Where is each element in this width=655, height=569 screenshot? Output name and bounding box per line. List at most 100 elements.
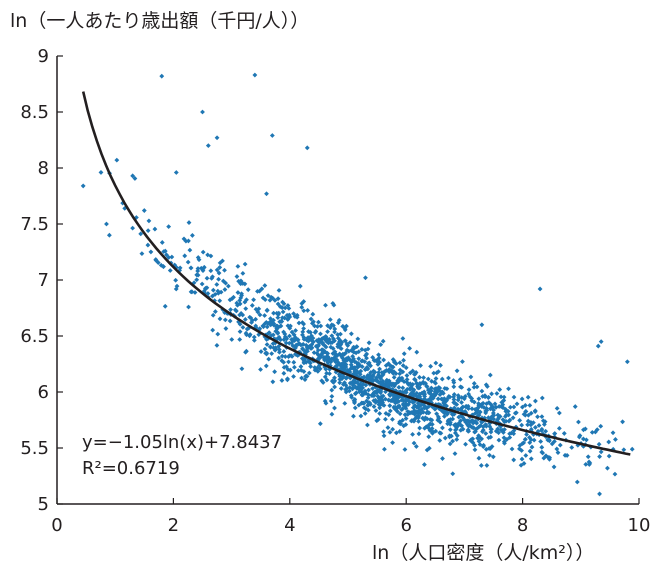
data-point bbox=[304, 145, 310, 151]
data-point bbox=[433, 386, 439, 391]
data-point bbox=[338, 331, 343, 337]
data-point bbox=[463, 441, 468, 447]
data-point bbox=[239, 293, 244, 298]
data-point bbox=[424, 447, 430, 453]
data-point bbox=[400, 385, 406, 391]
data-point bbox=[496, 437, 502, 443]
data-point bbox=[383, 363, 389, 368]
data-point bbox=[585, 454, 591, 460]
data-point bbox=[442, 435, 448, 441]
data-point bbox=[210, 287, 216, 293]
data-point bbox=[240, 270, 246, 276]
data-point bbox=[173, 277, 179, 283]
data-point bbox=[343, 350, 348, 356]
data-point bbox=[378, 342, 384, 348]
data-point bbox=[451, 384, 457, 390]
data-point bbox=[562, 452, 568, 458]
data-point bbox=[281, 370, 287, 376]
data-point bbox=[527, 440, 533, 446]
data-point bbox=[462, 394, 468, 399]
y-tick-label: 6 bbox=[38, 382, 49, 403]
data-point bbox=[583, 461, 589, 467]
data-point bbox=[549, 441, 555, 447]
data-point bbox=[475, 435, 481, 441]
data-point bbox=[262, 283, 268, 288]
data-point bbox=[597, 454, 602, 459]
data-point bbox=[450, 471, 456, 477]
data-point bbox=[380, 378, 386, 384]
data-point bbox=[307, 360, 313, 366]
data-point bbox=[412, 371, 417, 377]
data-point bbox=[252, 72, 258, 78]
data-point bbox=[308, 364, 314, 369]
data-point bbox=[264, 308, 270, 313]
data-point bbox=[372, 369, 378, 375]
data-point bbox=[525, 422, 531, 428]
data-point bbox=[572, 404, 578, 409]
data-point bbox=[415, 415, 421, 421]
data-point bbox=[422, 425, 428, 431]
data-point bbox=[146, 218, 152, 224]
data-point bbox=[410, 431, 415, 437]
data-point bbox=[561, 431, 567, 436]
data-point bbox=[459, 423, 465, 429]
data-point bbox=[495, 416, 501, 422]
data-point bbox=[383, 416, 388, 422]
data-point bbox=[222, 287, 228, 292]
data-point bbox=[114, 157, 120, 163]
data-point bbox=[555, 450, 561, 455]
data-point bbox=[422, 462, 427, 467]
data-point bbox=[263, 350, 269, 356]
data-point bbox=[217, 298, 223, 304]
data-point bbox=[257, 326, 263, 332]
y-tick-label: 5 bbox=[38, 494, 49, 515]
data-point bbox=[479, 322, 485, 328]
data-point bbox=[460, 359, 465, 365]
axes bbox=[56, 55, 640, 505]
data-point bbox=[234, 274, 240, 279]
data-point bbox=[338, 386, 344, 391]
data-point bbox=[454, 368, 460, 374]
data-point bbox=[282, 331, 288, 337]
data-point bbox=[145, 228, 151, 234]
data-point bbox=[272, 369, 278, 375]
data-point bbox=[554, 405, 560, 411]
data-point bbox=[272, 347, 278, 353]
data-point bbox=[620, 419, 625, 425]
data-point bbox=[447, 427, 453, 433]
data-point bbox=[537, 286, 543, 292]
data-point bbox=[355, 364, 361, 370]
data-point bbox=[216, 276, 221, 282]
data-point bbox=[479, 404, 485, 409]
x-tick-label: 0 bbox=[51, 515, 62, 536]
data-point bbox=[514, 401, 520, 407]
data-point bbox=[282, 335, 288, 341]
data-point bbox=[316, 319, 321, 325]
data-point bbox=[525, 394, 531, 400]
x-tick-label: 10 bbox=[628, 515, 651, 536]
data-point bbox=[231, 294, 236, 300]
data-point bbox=[296, 320, 302, 326]
data-point bbox=[417, 374, 422, 380]
data-point bbox=[275, 323, 280, 329]
data-point bbox=[373, 408, 379, 414]
data-point bbox=[292, 364, 297, 370]
data-point bbox=[200, 109, 205, 115]
data-point bbox=[442, 413, 447, 419]
data-point bbox=[315, 352, 321, 358]
data-point bbox=[323, 302, 328, 308]
data-point bbox=[397, 360, 403, 366]
data-point bbox=[407, 345, 413, 351]
data-point bbox=[329, 393, 335, 399]
data-point bbox=[145, 242, 151, 248]
data-point bbox=[159, 73, 165, 79]
data-point bbox=[440, 425, 445, 431]
data-point bbox=[509, 446, 515, 452]
data-point bbox=[486, 435, 492, 441]
data-point bbox=[452, 451, 458, 457]
data-point bbox=[332, 384, 338, 390]
data-point bbox=[511, 404, 517, 410]
data-point bbox=[288, 323, 293, 329]
data-point bbox=[324, 339, 330, 344]
